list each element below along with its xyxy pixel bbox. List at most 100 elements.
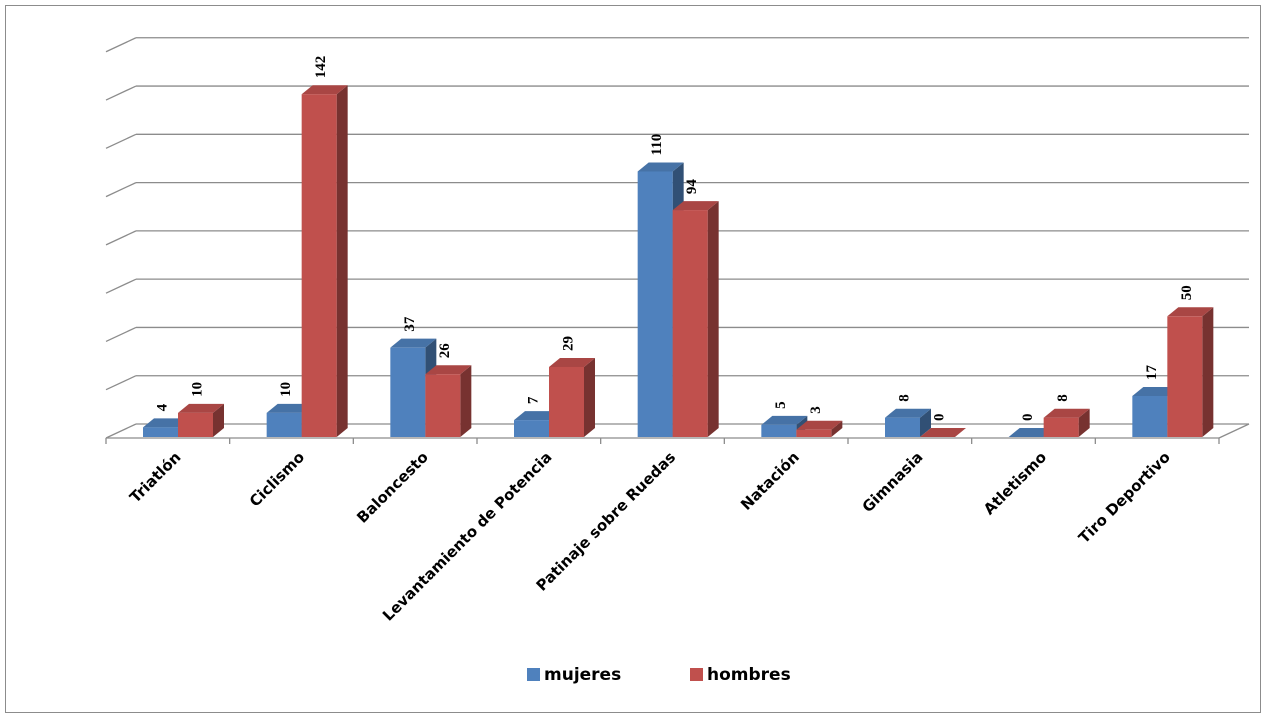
data-label: 29 bbox=[561, 336, 577, 351]
data-labels: 4 10 37 7 110 5 8 0 17 10 142 26 29 94 3 0 8 50 bbox=[155, 56, 1195, 421]
bar-front bbox=[301, 94, 337, 437]
bar-side bbox=[460, 365, 472, 437]
bar-hombres-7 bbox=[1043, 408, 1090, 437]
data-label: 7 bbox=[526, 396, 542, 404]
bar-mujeres-5 bbox=[761, 415, 808, 437]
data-label: 37 bbox=[402, 316, 418, 332]
bar-top bbox=[549, 357, 595, 367]
bar-front bbox=[796, 429, 832, 437]
data-label: 50 bbox=[1179, 285, 1195, 300]
data-label: 0 bbox=[1020, 414, 1036, 422]
bar-hombres-1 bbox=[301, 85, 348, 437]
bar-top bbox=[761, 415, 808, 425]
x-tick-label: Ciclismo bbox=[246, 448, 308, 510]
bar-top bbox=[425, 365, 472, 375]
side-wall-gridline bbox=[105, 85, 137, 101]
chart-bars bbox=[143, 85, 1214, 437]
data-label: 110 bbox=[649, 134, 665, 156]
legend-label-mujeres: mujeres bbox=[544, 665, 621, 685]
bar-side bbox=[1078, 408, 1090, 437]
legend-swatch-mujeres bbox=[527, 668, 540, 681]
bar-top bbox=[266, 403, 313, 413]
x-tick-label: Atletismo bbox=[980, 448, 1050, 518]
bar-side bbox=[920, 408, 931, 437]
bar-side bbox=[707, 201, 719, 437]
bar-mujeres-7 bbox=[1008, 428, 1055, 437]
bar-top bbox=[1132, 386, 1179, 396]
side-wall-gridline bbox=[105, 230, 137, 246]
bar-side bbox=[584, 357, 595, 437]
side-wall-gridline bbox=[105, 37, 137, 53]
data-label: 4 bbox=[155, 403, 171, 411]
bar-front bbox=[672, 210, 708, 437]
data-label: 5 bbox=[773, 401, 789, 409]
data-label: 94 bbox=[684, 179, 700, 195]
bar-front bbox=[761, 424, 797, 437]
bar-top bbox=[1167, 307, 1214, 317]
data-label: 10 bbox=[278, 382, 294, 397]
bar-top bbox=[1043, 408, 1090, 418]
bar-hombres-3 bbox=[549, 357, 595, 437]
bar-front bbox=[1167, 316, 1203, 437]
bar-top bbox=[390, 338, 437, 348]
bar-front bbox=[143, 427, 178, 437]
bar-front bbox=[549, 366, 584, 437]
x-axis-ticks: Triatlón Ciclismo BaloncestoLevantamiento … bbox=[105, 438, 1220, 625]
bar-hombres-0 bbox=[178, 403, 224, 437]
data-label: 142 bbox=[313, 56, 329, 79]
bar-top bbox=[143, 418, 189, 428]
bar-front bbox=[1132, 395, 1168, 437]
x-tick-label: Gimnasia bbox=[859, 448, 927, 516]
bar-front bbox=[425, 374, 461, 437]
x-tick-label: Patinaje sobre Ruedas bbox=[533, 448, 680, 595]
bar-top bbox=[796, 420, 843, 430]
bar-front bbox=[1043, 417, 1079, 437]
legend-label-hombres: hombres bbox=[707, 665, 791, 685]
bar-side bbox=[213, 403, 224, 437]
bar-front bbox=[514, 420, 549, 437]
data-label: 10 bbox=[190, 382, 206, 397]
bar-front bbox=[390, 347, 426, 437]
bar-hombres-6 bbox=[920, 428, 966, 437]
bar-hombres-5 bbox=[796, 420, 843, 437]
bar-top bbox=[672, 201, 719, 211]
side-wall-gridline bbox=[105, 375, 137, 391]
side-wall-gridline bbox=[105, 326, 137, 343]
x-tick-label: Triatlón bbox=[126, 448, 184, 506]
bar-hombres-4 bbox=[672, 201, 719, 437]
side-wall-gridline bbox=[105, 133, 137, 149]
bar-front bbox=[637, 171, 673, 437]
bar-top bbox=[1008, 428, 1055, 437]
bar-top bbox=[885, 408, 931, 418]
bar-side bbox=[1202, 307, 1214, 437]
bar-mujeres-6 bbox=[885, 408, 931, 437]
x-tick-label: Natación bbox=[737, 448, 803, 514]
bar-top bbox=[514, 411, 560, 421]
data-label: 0 bbox=[932, 414, 948, 422]
data-label: 8 bbox=[1055, 394, 1071, 402]
x-tick-label: Baloncesto bbox=[353, 448, 432, 527]
bar-front bbox=[266, 412, 302, 437]
bar-top bbox=[637, 162, 684, 172]
side-wall-gridline bbox=[105, 182, 137, 198]
data-label: 26 bbox=[437, 343, 453, 359]
data-label: 17 bbox=[1144, 364, 1160, 380]
bar-top bbox=[920, 428, 966, 437]
bar-hombres-8 bbox=[1167, 307, 1214, 437]
bar-front bbox=[178, 412, 213, 437]
data-label: 3 bbox=[808, 406, 824, 414]
bar-side bbox=[336, 85, 348, 437]
bar-side bbox=[831, 420, 843, 437]
side-wall-gridline bbox=[105, 278, 137, 294]
bar-top bbox=[178, 403, 224, 413]
bar-front bbox=[885, 417, 920, 437]
floor-edge bbox=[1218, 423, 1250, 439]
legend: mujeres hombres bbox=[527, 665, 791, 685]
bar-top bbox=[301, 85, 348, 95]
chart-frame bbox=[5, 5, 1261, 713]
data-label: 8 bbox=[897, 394, 913, 402]
side-wall-gridline bbox=[105, 423, 137, 439]
legend-swatch-hombres bbox=[690, 668, 703, 681]
x-tick-label: Tiro Deportivo bbox=[1075, 448, 1174, 547]
